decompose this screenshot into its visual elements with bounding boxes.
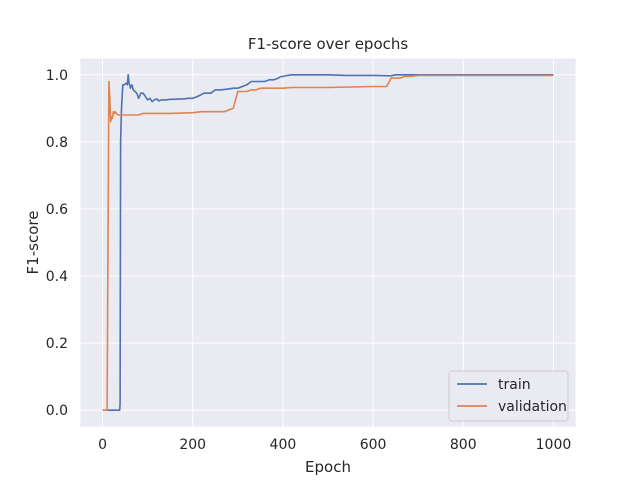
x-tick-label: 400 bbox=[270, 437, 297, 453]
chart-title: F1-score over epochs bbox=[248, 35, 409, 53]
y-tick-label: 0.6 bbox=[46, 202, 68, 218]
y-tick-label: 1.0 bbox=[46, 68, 68, 84]
legend-label-train: train bbox=[498, 377, 531, 393]
y-tick-label: 0.4 bbox=[46, 269, 68, 285]
series-lines bbox=[102, 74, 554, 412]
y-tick-label: 0.2 bbox=[46, 336, 68, 352]
series-line-validation bbox=[102, 74, 554, 412]
y-tick-label: 0.8 bbox=[46, 135, 68, 151]
x-tick-label: 200 bbox=[179, 437, 206, 453]
grid bbox=[80, 58, 576, 427]
x-tick-label: 600 bbox=[360, 437, 387, 453]
legend: train validation bbox=[448, 370, 569, 422]
x-tick-label: 0 bbox=[98, 437, 107, 453]
y-axis-ticks: 0.0 0.2 0.4 0.6 0.8 1.0 bbox=[46, 68, 68, 419]
y-axis-label: F1-score bbox=[24, 211, 42, 275]
x-tick-label: 800 bbox=[450, 437, 477, 453]
x-axis-ticks: 0 200 400 600 800 1000 bbox=[98, 437, 571, 453]
y-tick-label: 0.0 bbox=[46, 403, 68, 419]
plot-area bbox=[80, 58, 576, 427]
legend-label-validation: validation bbox=[498, 399, 567, 415]
x-tick-label: 1000 bbox=[536, 437, 572, 453]
plot-frame bbox=[79, 57, 577, 428]
series-line-train bbox=[102, 74, 554, 412]
x-axis-label: Epoch bbox=[305, 458, 351, 476]
